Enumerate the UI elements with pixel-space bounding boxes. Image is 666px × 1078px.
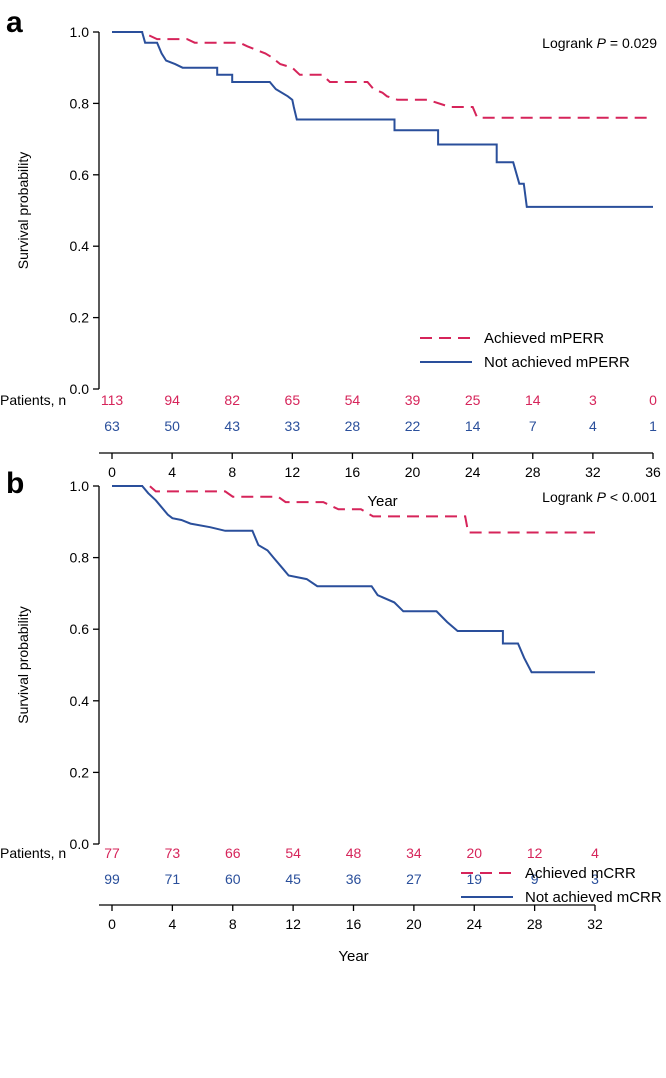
logrank-p: P <box>597 35 607 51</box>
risk-count: 45 <box>285 871 301 887</box>
risk-count: 28 <box>345 418 361 434</box>
survival-curve-achieved <box>112 31 653 119</box>
risk-count: 9 <box>531 871 539 887</box>
risk-count: 19 <box>466 871 482 887</box>
y-tick-label: 1.0 <box>70 478 90 494</box>
logrank-prefix: Logrank <box>542 489 596 505</box>
risk-count: 0 <box>649 392 657 408</box>
risk-count: 113 <box>101 392 124 408</box>
x-tick-label: 28 <box>525 464 541 480</box>
y-tick-label: 0.6 <box>70 621 90 637</box>
risk-count: 14 <box>525 392 541 408</box>
logrank-annotation: Logrank P = 0.029 <box>542 35 657 51</box>
risk-count: 20 <box>466 845 482 861</box>
survival-curve-achieved <box>112 485 595 534</box>
risk-count: 36 <box>346 871 362 887</box>
y-tick-label: 0.4 <box>70 693 90 709</box>
y-tick-label: 0.4 <box>70 238 90 254</box>
y-tick-label: 0.8 <box>70 550 90 566</box>
logrank-annotation: Logrank P < 0.001 <box>542 489 657 505</box>
risk-count: 22 <box>405 418 421 434</box>
x-tick-label: 12 <box>285 464 301 480</box>
panel-label: a <box>6 6 23 39</box>
x-tick-label: 4 <box>168 916 176 932</box>
risk-count: 94 <box>164 392 180 408</box>
risk-count: 60 <box>225 871 241 887</box>
risk-count: 7 <box>529 418 537 434</box>
panel-b: b 0.0 0.2 0.4 0.6 0.8 1.0 Survival probability 0… <box>0 467 662 965</box>
risk-count: 43 <box>224 418 240 434</box>
risk-count: 4 <box>591 845 599 861</box>
x-tick-label: 16 <box>346 916 362 932</box>
x-tick-label: 24 <box>466 916 482 932</box>
risk-count: 34 <box>406 845 422 861</box>
x-tick-label: 36 <box>645 464 661 480</box>
legend-label: Not achieved mCRR <box>525 889 662 906</box>
x-tick-label: 0 <box>108 916 116 932</box>
y-tick-label: 1.0 <box>70 24 90 40</box>
risk-count: 77 <box>104 845 120 861</box>
y-axis-title: Survival probability <box>15 152 31 270</box>
legend-label: Achieved mPERR <box>484 330 604 347</box>
risk-table-label: Patients, n <box>0 845 66 861</box>
x-tick-label: 28 <box>527 916 543 932</box>
risk-count: 33 <box>285 418 301 434</box>
risk-count: 12 <box>527 845 543 861</box>
legend-label: Not achieved mPERR <box>484 354 630 371</box>
risk-count: 71 <box>165 871 181 887</box>
x-tick-label: 24 <box>465 464 481 480</box>
y-tick-label: 0.8 <box>70 95 90 111</box>
risk-count: 48 <box>346 845 362 861</box>
risk-count: 1 <box>649 418 657 434</box>
x-axis-title: Year <box>367 493 397 510</box>
y-tick-label: 0.2 <box>70 310 90 326</box>
x-tick-label: 32 <box>587 916 603 932</box>
x-axis-title: Year <box>338 948 368 965</box>
x-tick-label: 8 <box>228 464 236 480</box>
risk-count: 3 <box>589 392 597 408</box>
panel-label: b <box>6 467 24 500</box>
risk-count: 63 <box>104 418 120 434</box>
risk-table-label: Patients, n <box>0 392 66 408</box>
risk-count: 65 <box>285 392 301 408</box>
x-tick-label: 8 <box>229 916 237 932</box>
risk-count: 4 <box>589 418 597 434</box>
risk-count: 66 <box>225 845 241 861</box>
risk-count: 39 <box>405 392 421 408</box>
risk-count: 54 <box>345 392 361 408</box>
risk-count: 99 <box>104 871 120 887</box>
y-tick-label: 0.2 <box>70 764 90 780</box>
y-axis-title: Survival probability <box>15 606 31 724</box>
y-tick-label: 0.6 <box>70 167 90 183</box>
panel-a: a 0.0 0.2 0.4 0.6 0.8 1.0 Survival probability 0… <box>0 6 661 510</box>
logrank-value: = 0.029 <box>606 35 657 51</box>
survival-curve-not-achieved <box>112 31 653 208</box>
x-tick-label: 12 <box>285 916 301 932</box>
x-tick-label: 32 <box>585 464 601 480</box>
y-tick-label: 0.0 <box>70 836 90 852</box>
logrank-p: P <box>597 489 607 505</box>
x-tick-label: 0 <box>108 464 116 480</box>
logrank-value: < 0.001 <box>606 489 657 505</box>
legend-label: Achieved mCRR <box>525 865 636 882</box>
risk-count: 50 <box>164 418 180 434</box>
risk-count: 14 <box>465 418 481 434</box>
y-tick-label: 0.0 <box>70 381 90 397</box>
risk-count: 3 <box>591 871 599 887</box>
x-tick-label: 20 <box>406 916 422 932</box>
risk-count: 25 <box>465 392 481 408</box>
logrank-prefix: Logrank <box>542 35 596 51</box>
risk-count: 54 <box>285 845 301 861</box>
risk-count: 82 <box>224 392 240 408</box>
survival-curve-not-achieved <box>112 485 595 674</box>
risk-count: 27 <box>406 871 422 887</box>
x-tick-label: 20 <box>405 464 421 480</box>
x-tick-label: 4 <box>168 464 176 480</box>
risk-count: 73 <box>165 845 181 861</box>
x-tick-label: 16 <box>345 464 361 480</box>
